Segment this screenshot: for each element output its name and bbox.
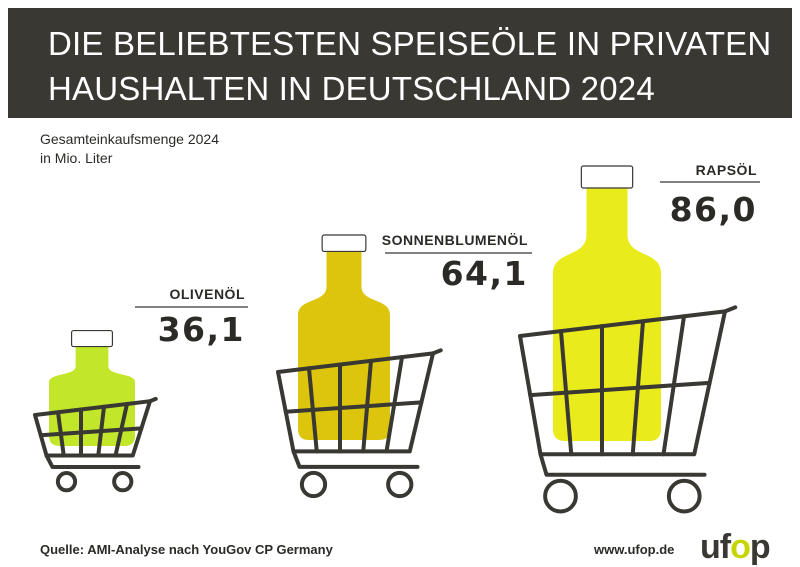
cart-icon-1	[33, 396, 158, 493]
value-label-2: 64,1	[441, 254, 528, 293]
subtitle-line-1: Gesamteinkaufsmenge 2024	[40, 131, 219, 147]
bottle-group-3	[553, 165, 661, 441]
cart-frame-1	[44, 453, 141, 470]
cart-rail-2	[283, 400, 424, 414]
cart-rail-1	[38, 426, 144, 438]
category-label-1: OLIVENÖL	[169, 286, 245, 302]
cart-wheel-left-3	[543, 478, 578, 514]
cart-frame-2	[291, 449, 420, 469]
bottle-cap-2	[321, 234, 367, 253]
website-link[interactable]: www.ufop.de	[594, 542, 675, 557]
title-line-2: HAUSHALTEN IN DEUTSCHLAND 2024	[48, 70, 655, 107]
bottle-1	[49, 346, 135, 446]
logo-accent: o	[730, 528, 751, 566]
subtitle: Gesamteinkaufsmenge 2024 in Mio. Liter	[40, 130, 219, 168]
cart-icon-3	[518, 305, 738, 514]
category-label-2: SONNENBLUMENÖL	[382, 232, 528, 248]
title-line-1: DIE BELIEBTESTEN SPEISEÖLE IN PRIVATEN	[48, 25, 772, 62]
cart-handle-2	[431, 348, 443, 356]
cart-handle-3	[723, 305, 738, 314]
cart-wheel-left-2	[299, 470, 328, 499]
cart-wheel-right-3	[666, 478, 702, 514]
bottle-group-1	[49, 329, 135, 446]
value-label-3: 86,0	[670, 190, 757, 229]
value-label-1: 36,1	[158, 310, 245, 349]
cart-wheel-right-1	[112, 471, 134, 493]
cart-frame-3	[538, 452, 707, 477]
bottle-cap-1	[70, 329, 114, 348]
cart-icon-2	[276, 348, 443, 499]
title-banner: DIE BELIEBTESTEN SPEISEÖLE IN PRIVATEN H…	[8, 8, 792, 118]
bottle-cap-3	[580, 165, 634, 189]
category-label-3: RAPSÖL	[696, 162, 757, 178]
source-note: Quelle: AMI-Analyse nach YouGov CP Germa…	[40, 542, 333, 557]
subtitle-line-2: in Mio. Liter	[40, 150, 113, 166]
logo-text-end: p	[749, 528, 771, 566]
cart-wheel-right-2	[386, 470, 414, 499]
ufop-logo: ufop	[700, 528, 771, 567]
cart-handle-1	[148, 396, 158, 404]
logo-text-start: uf	[700, 528, 731, 566]
bottle-3	[553, 188, 661, 441]
cart-wheel-left-1	[55, 471, 78, 493]
cart-rail-3	[528, 380, 712, 398]
